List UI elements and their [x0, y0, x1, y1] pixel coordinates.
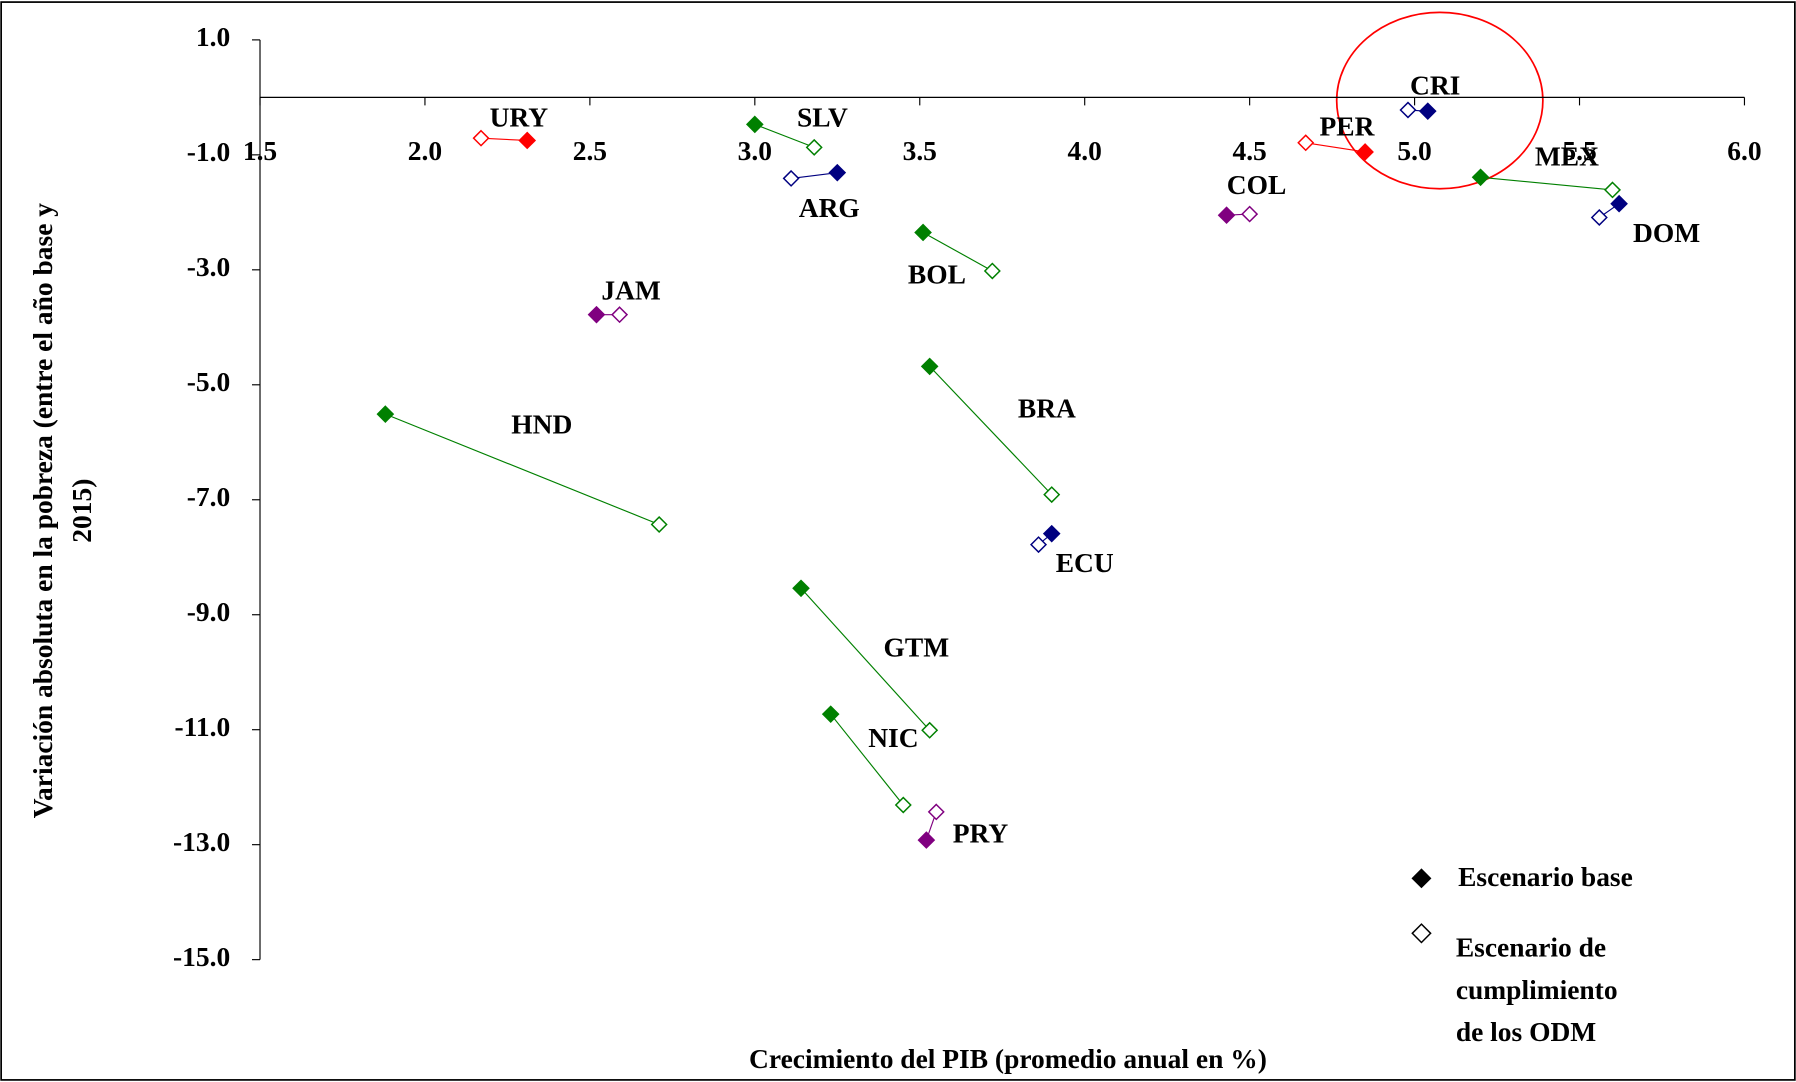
- point: [782, 169, 800, 187]
- legend-label: Escenario de cumplimiento de los ODM: [1456, 933, 1618, 1048]
- point: [1399, 101, 1417, 119]
- y-tick-label: -9.0: [187, 597, 230, 627]
- y-axis-label-line: 2015): [67, 479, 97, 543]
- point: [914, 223, 932, 242]
- y-tick-label: -1.0: [187, 137, 230, 167]
- x-tick-label: 1.5: [243, 136, 277, 166]
- point: [472, 129, 490, 147]
- connector: [800, 587, 931, 731]
- point: [920, 357, 939, 376]
- y-tick-label: -15.0: [173, 942, 230, 972]
- connector: [922, 231, 993, 272]
- point: [917, 831, 936, 849]
- connector: [385, 413, 660, 526]
- point-label: HND: [511, 409, 572, 439]
- point: [927, 803, 945, 821]
- point-label: CRI: [1410, 70, 1460, 100]
- point: [792, 579, 810, 598]
- y-tick-label: 1.0: [196, 22, 230, 52]
- connector: [1480, 176, 1613, 191]
- point: [1043, 486, 1061, 504]
- x-tick-label: 4.0: [1068, 136, 1102, 166]
- y-tick-label: -7.0: [187, 482, 230, 512]
- point-label: ARG: [799, 193, 860, 223]
- point-label: GTM: [884, 633, 950, 663]
- point: [921, 721, 939, 739]
- x-tick-label: 2.0: [408, 136, 442, 166]
- point: [1604, 181, 1622, 199]
- point: [745, 115, 764, 134]
- point: [518, 131, 537, 150]
- point: [650, 515, 668, 533]
- connector: [929, 366, 1053, 495]
- point-label: MEX: [1535, 141, 1599, 171]
- highlight-ellipse: [1335, 11, 1544, 190]
- connector: [830, 713, 904, 806]
- point-label: URY: [490, 102, 549, 132]
- x-axis-label: Crecimiento del PIB (promedio anual en %…: [749, 1044, 1267, 1074]
- x-tick-label: 5.0: [1397, 136, 1431, 166]
- x-tick-label: 2.5: [573, 136, 607, 166]
- y-tick-label: -11.0: [175, 712, 231, 742]
- point-label: SLV: [797, 102, 848, 132]
- legend-label: Escenario base: [1458, 862, 1633, 892]
- point-label: PRY: [953, 818, 1009, 848]
- point: [1297, 134, 1315, 152]
- point-label: NIC: [868, 723, 918, 753]
- point-label: JAM: [601, 275, 661, 305]
- point-label: DOM: [1633, 218, 1700, 248]
- legend-marker: [1411, 868, 1432, 889]
- point: [1471, 168, 1490, 187]
- point: [587, 305, 606, 324]
- legend-marker: [1411, 923, 1432, 944]
- point: [1610, 194, 1628, 213]
- y-tick-label: -3.0: [187, 252, 230, 282]
- connector: [1305, 142, 1366, 153]
- x-tick-label: 3.5: [903, 136, 937, 166]
- point-label: ECU: [1056, 548, 1114, 578]
- x-tick-label: 4.5: [1232, 136, 1266, 166]
- point-label: BRA: [1018, 393, 1076, 423]
- point: [821, 705, 840, 724]
- point: [376, 405, 395, 423]
- y-axis-label: Variación absoluta en la pobreza (entre …: [28, 203, 97, 819]
- point: [1042, 524, 1061, 543]
- point-label: COL: [1227, 170, 1287, 200]
- point: [805, 138, 823, 156]
- point: [1217, 206, 1236, 225]
- y-tick-label: -13.0: [173, 827, 230, 857]
- x-tick-label: 5.5: [1562, 136, 1596, 166]
- point: [1418, 102, 1437, 120]
- x-tick-label: 3.0: [738, 136, 772, 166]
- point: [1356, 143, 1374, 161]
- point: [894, 796, 912, 814]
- y-tick-label: -5.0: [187, 367, 230, 397]
- x-tick-label: 6.0: [1727, 136, 1761, 166]
- point-label: BOL: [908, 259, 966, 289]
- point: [1241, 205, 1259, 223]
- point: [828, 163, 847, 182]
- point-label: PER: [1320, 112, 1376, 142]
- y-axis-label-line: Variación absoluta en la pobreza (entre …: [28, 203, 58, 819]
- point: [611, 306, 629, 324]
- point: [983, 262, 1001, 280]
- point: [1590, 209, 1608, 227]
- connector: [754, 123, 815, 148]
- point: [1030, 536, 1048, 554]
